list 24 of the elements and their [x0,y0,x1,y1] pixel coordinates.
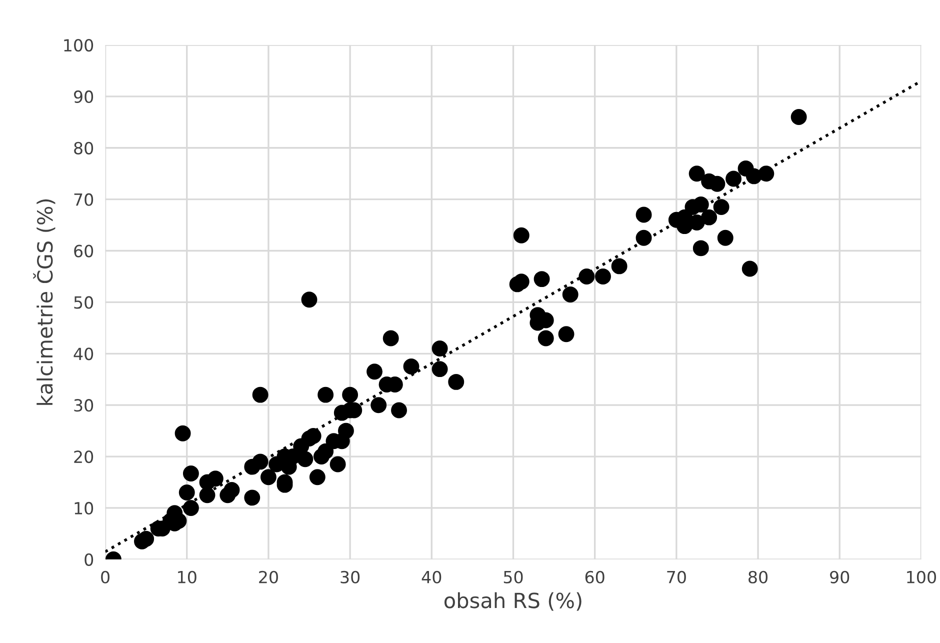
y-tick-label: 90 [74,90,94,104]
x-tick-label: 40 [422,570,442,584]
y-tick-label: 30 [74,399,94,412]
x-tick-label: 60 [585,570,604,584]
x-tick-label: 50 [504,570,523,584]
x-axis-title: obsah RS (%) [444,592,582,611]
y-tick-label: 50 [74,296,94,309]
y-tick-label: 20 [74,450,94,464]
y-axis-title: kalcimetrie ČGS (%) [33,199,56,405]
x-tick-label: 0 [101,570,110,584]
y-tick-label: 10 [74,502,94,515]
x-tick-label: 20 [259,570,278,584]
y-tick-label: 100 [64,38,94,52]
y-tick-label: 40 [74,348,94,360]
x-tick-label: 100 [907,570,936,584]
x-tick-label: 90 [830,570,850,584]
y-tick-label: 70 [74,193,94,206]
x-tick-label: 70 [667,570,686,584]
y-tick-label: 0 [84,553,94,566]
x-tick-label: 80 [748,570,768,584]
x-tick-label: 30 [340,570,360,584]
y-tick-label: 80 [74,142,94,154]
x-tick-label: 10 [178,570,196,584]
y-tick-label: 60 [74,244,94,258]
